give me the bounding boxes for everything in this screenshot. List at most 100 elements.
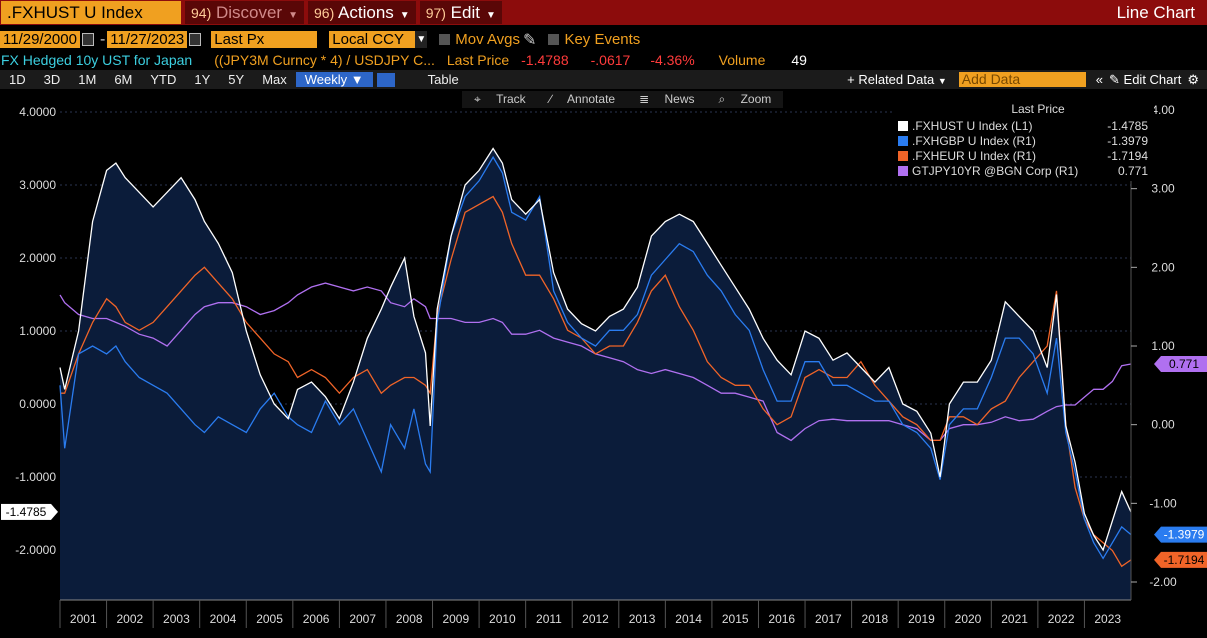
legend-item[interactable]: .FXHGBP U Index (R1) -1.3979 — [898, 133, 1148, 148]
legend-item[interactable]: GTJPY10YR @BGN Corp (R1) 0.771 — [898, 163, 1148, 178]
right-price-marker-label: -1.3979 — [1164, 528, 1205, 542]
frequency-selector[interactable]: Weekly ▼ — [295, 72, 373, 87]
x-tick-label: 2011 — [536, 612, 562, 626]
pencil-icon[interactable]: ✎ — [523, 31, 537, 49]
menu-number: 94) — [191, 5, 212, 21]
legend-name: .FXHEUR U Index (R1) — [912, 148, 1037, 163]
range-6m[interactable]: 6M — [114, 72, 133, 87]
right-tick-label: -2.00 — [1149, 575, 1177, 589]
x-tick-label: 2023 — [1094, 612, 1121, 626]
chevron-down-icon: ▼ — [485, 10, 496, 21]
add-data-input[interactable]: Add Data — [958, 72, 1086, 87]
track-label: Track — [496, 92, 526, 106]
related-data-label: Related Data — [858, 72, 935, 87]
legend-value: 0.771 — [1117, 163, 1148, 178]
line-chart-icon[interactable] — [376, 72, 395, 87]
left-price-marker-arrow — [51, 503, 58, 520]
left-tick-label: 4.0000 — [19, 105, 56, 119]
range-3d[interactable]: 3D — [43, 72, 61, 87]
chevron-down-icon: ▼ — [350, 72, 364, 87]
range-1m[interactable]: 1M — [78, 72, 97, 87]
security-formula: ((JPY3M Curncy * 4) / USDJPY C... — [214, 52, 435, 68]
track-tool[interactable]: ⌖ Track — [462, 91, 538, 108]
series-line-2 — [60, 195, 1132, 568]
legend-header: Last Price — [1011, 102, 1065, 116]
x-tick-label: 2013 — [629, 612, 656, 626]
volume-label: Volume — [718, 52, 766, 68]
x-tick-label: 2004 — [210, 612, 237, 626]
x-tick-label: 2001 — [70, 612, 97, 626]
left-tick-label: 3.0000 — [19, 178, 56, 192]
news-label: News — [664, 92, 695, 106]
calendar-icon[interactable] — [81, 33, 94, 46]
key-events-checkbox[interactable] — [548, 34, 560, 45]
legend-name: GTJPY10YR @BGN Corp (R1) — [912, 163, 1079, 178]
chart-legend: Last Price .FXHUST U Index (L1) -1.4785 .… — [892, 100, 1154, 181]
right-tick-label: 2.00 — [1151, 260, 1175, 274]
x-tick-label: 2017 — [815, 612, 842, 626]
range-ytd[interactable]: YTD — [150, 72, 177, 87]
mov-avgs-checkbox[interactable] — [439, 34, 451, 45]
end-date-field[interactable]: 11/27/2023 — [107, 31, 188, 48]
chevron-down-icon: ▼ — [399, 10, 410, 21]
right-price-marker — [1154, 526, 1207, 543]
news-tool[interactable]: ≣ News — [627, 91, 706, 108]
legend-swatch — [898, 165, 908, 176]
left-tick-label: 2.0000 — [19, 251, 56, 265]
legend-item[interactable]: .FXHUST U Index (L1) -1.4785 — [898, 118, 1148, 133]
collapse-icon[interactable]: « — [1095, 72, 1103, 87]
key-events-label: Key Events — [564, 31, 641, 48]
x-tick-label: 2006 — [303, 612, 330, 626]
field-selector[interactable]: Last Px — [211, 31, 318, 48]
related-data-menu[interactable]: + Related Data ▼ — [835, 72, 959, 87]
calendar-icon[interactable] — [189, 33, 202, 46]
right-price-marker — [1154, 551, 1207, 568]
legend-name: .FXHUST U Index (L1) — [912, 118, 1033, 133]
right-tick-label: 3.00 — [1151, 182, 1175, 196]
currency-selector[interactable]: Local CCY — [329, 31, 416, 48]
right-tick-label: -1.00 — [1149, 496, 1177, 510]
edit-chart-button[interactable]: ✎ Edit Chart — [1103, 72, 1187, 88]
actions-menu[interactable]: 96) Actions ▼ — [308, 1, 416, 24]
menu-label: Edit — [450, 3, 480, 22]
chevron-down-icon[interactable]: ▼ — [415, 31, 428, 48]
range-1y[interactable]: 1Y — [194, 72, 211, 87]
chart-area[interactable]: 2001 2002 2003 2004 2005 2006 2007 2008 2009 2010… — [0, 90, 1207, 638]
range-max[interactable]: Max — [262, 72, 287, 87]
x-tick-label: 2002 — [116, 612, 143, 626]
legend-value: -1.7194 — [1107, 148, 1148, 163]
net-change-value: -.0617 — [590, 52, 631, 68]
edit-menu[interactable]: 97) Edit ▼ — [419, 1, 502, 24]
discover-menu[interactable]: 94) Discover ▼ — [185, 1, 304, 24]
date-separator: - — [99, 30, 106, 48]
magnifier-icon: ⌕ — [718, 92, 726, 106]
x-tick-label: 2022 — [1048, 612, 1075, 626]
pencil-icon: ✎ — [1109, 71, 1120, 87]
menu-number: 97) — [425, 5, 446, 21]
start-date-field[interactable]: 11/29/2000 — [0, 31, 80, 48]
volume-value: 49 — [791, 52, 807, 68]
x-tick-label: 2010 — [489, 612, 516, 626]
legend-value: -1.3979 — [1107, 133, 1148, 148]
menu-label: Actions — [338, 3, 394, 22]
annotate-tool[interactable]: ∕ Annotate — [538, 91, 627, 108]
last-price-value: -1.4788 — [521, 52, 569, 68]
zoom-tool[interactable]: ⌕ Zoom — [707, 91, 784, 108]
header-bar: .FXHUST U Index 94) Discover ▼ 96) Action… — [0, 0, 1207, 25]
legend-value: -1.4785 — [1107, 118, 1148, 133]
right-tick-label: 4.00 — [1151, 103, 1175, 117]
legend-item[interactable]: .FXHEUR U Index (R1) -1.7194 — [898, 148, 1148, 163]
crosshair-icon: ⌖ — [474, 92, 481, 106]
table-button[interactable]: Table — [427, 72, 459, 87]
series-line-1 — [59, 155, 1132, 560]
x-tick-label: 2014 — [675, 612, 702, 626]
range-5y[interactable]: 5Y — [228, 72, 245, 87]
area-fill — [60, 148, 1131, 600]
right-price-marker — [1154, 356, 1207, 373]
right-tick-label: 0.00 — [1151, 418, 1175, 432]
gear-icon[interactable]: ⚙ — [1187, 71, 1199, 87]
range-1d[interactable]: 1D — [9, 72, 26, 87]
left-tick-label: -1.0000 — [15, 470, 56, 484]
ticker-field[interactable]: .FXHUST U Index — [1, 1, 181, 24]
line-chart[interactable]: 2001 2002 2003 2004 2005 2006 2007 2008 2009 2010… — [0, 90, 1207, 638]
